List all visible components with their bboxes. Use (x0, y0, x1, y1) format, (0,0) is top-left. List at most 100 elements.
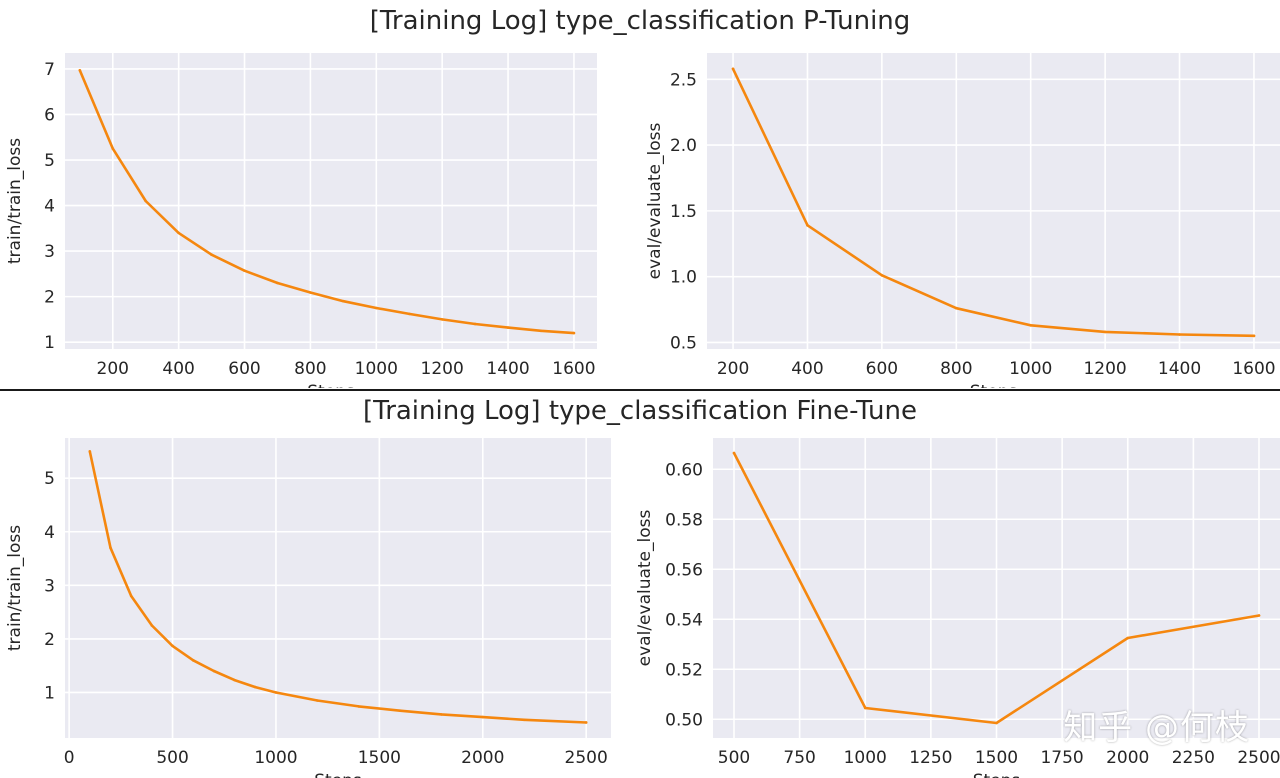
data-point (440, 713, 443, 716)
data-point (731, 67, 735, 71)
chart-pt-eval-svg: 200 400 600 800 1000 1200 1400 1600 0.5 1.0 1.5 2.0… (645, 53, 1280, 388)
data-point (129, 594, 133, 598)
y-axis-label: eval/evaluate_loss (635, 510, 655, 667)
section-divider (0, 389, 1280, 391)
watermark-text: 知乎 @何枝 (1063, 708, 1250, 748)
data-point (539, 329, 543, 333)
x-tick-label: 1500 (358, 748, 401, 768)
data-point (177, 231, 180, 235)
y-tick-label: 6 (44, 105, 55, 125)
y-tick-label: 0.56 (665, 560, 703, 580)
data-point (880, 274, 884, 277)
data-point (233, 678, 236, 682)
x-tick-label: 1750 (1040, 748, 1083, 768)
data-point (150, 624, 154, 627)
data-point (374, 306, 378, 310)
y-tick-label: 2.5 (670, 70, 697, 90)
data-point (732, 451, 736, 455)
x-tick-label: 200 (717, 359, 749, 379)
data-point (357, 705, 360, 708)
data-point (1257, 614, 1261, 617)
y-tick-label: 1.0 (670, 268, 697, 288)
data-point (473, 322, 477, 326)
x-tick-label: 750 (783, 748, 815, 768)
x-tick-label: 1000 (355, 359, 398, 379)
y-tick-label: 0.54 (665, 610, 703, 630)
x-tick-label: 600 (866, 359, 898, 379)
chart-ft-train-svg: 0 500 1000 1500 2000 2500 1 2 3 4 5 Steps train/trai… (5, 438, 611, 778)
data-point (191, 659, 195, 662)
x-tick-label: 1400 (486, 359, 529, 379)
data-point (1103, 330, 1107, 334)
x-tick-label: 1000 (844, 748, 887, 768)
data-point (398, 709, 402, 712)
y-tick-label: 4 (44, 197, 55, 217)
data-point (144, 199, 148, 203)
y-tick-label: 5 (44, 469, 55, 489)
y-tick-label: 1 (44, 683, 55, 703)
y-tick-label: 0.5 (670, 333, 697, 353)
plot-background (65, 438, 611, 738)
y-axis-label: eval/evaluate_loss (645, 123, 665, 280)
y-tick-label: 7 (44, 60, 55, 80)
x-tick-label: 500 (718, 748, 750, 768)
y-tick-label: 5 (44, 151, 55, 171)
data-point (309, 291, 312, 294)
x-tick-label: 1200 (421, 359, 464, 379)
plot-background (707, 53, 1280, 349)
x-tick-label: 200 (97, 359, 129, 379)
data-point (1126, 636, 1130, 640)
x-tick-label: 1000 (1009, 359, 1052, 379)
x-tick-label: 0 (64, 748, 75, 768)
data-point (440, 318, 444, 321)
data-point (210, 253, 213, 257)
x-axis-label: Steps (307, 382, 355, 388)
x-tick-label: 500 (156, 748, 188, 768)
x-axis-label: Steps (970, 382, 1018, 388)
data-point (111, 147, 115, 150)
data-point (863, 706, 867, 710)
series-line (78, 68, 576, 335)
chart-ft-eval: 500 750 1000 1250 1500 1750 2000 2250 2500 0.50 0.… (630, 432, 1280, 778)
x-tick-label: 1600 (1232, 359, 1275, 379)
x-tick-label: 2000 (461, 748, 504, 768)
top-figure-title: [Training Log] type_classification P-Tun… (369, 6, 911, 36)
data-point (276, 281, 279, 285)
x-tick-label: 2250 (1172, 748, 1215, 768)
data-point (212, 669, 216, 673)
data-point (522, 718, 526, 722)
chart-pt-train-svg: 200 400 600 800 1000 1200 1400 1600 1 2 3 4 5 6 7 Steps… (5, 53, 597, 388)
data-point (78, 69, 82, 72)
x-tick-label: 2000 (1106, 748, 1149, 768)
data-point (481, 715, 485, 719)
data-point (954, 306, 958, 310)
data-point (1029, 324, 1033, 327)
data-point (342, 299, 345, 303)
data-point (253, 685, 257, 689)
data-point (407, 312, 411, 316)
chart-ft-train: 0 500 1000 1500 2000 2500 1 2 3 4 5 Steps train/trai… (0, 432, 630, 778)
data-point (572, 331, 576, 335)
x-tick-label: 1400 (1158, 359, 1201, 379)
x-tick-label: 800 (940, 359, 972, 379)
y-tick-label: 0.50 (665, 710, 703, 730)
x-tick-label: 2500 (1237, 748, 1280, 768)
chart-pt-train: 200 400 600 800 1000 1200 1400 1600 1 2 3 4 5 6 7 Steps… (0, 42, 620, 388)
y-tick-label: 0.58 (665, 510, 703, 530)
chart-pt-eval: 200 400 600 800 1000 1200 1400 1600 0.5 1.0 1.5 2.0… (640, 42, 1280, 388)
x-axis-label: Steps (973, 771, 1021, 778)
y-tick-label: 3 (44, 576, 55, 596)
data-point (584, 721, 588, 724)
data-point (316, 699, 319, 702)
data-point (243, 269, 246, 272)
y-tick-label: 4 (44, 523, 55, 543)
bottom-figure-title: [Training Log] type_classification Fine-… (362, 396, 917, 426)
data-point (1178, 333, 1181, 336)
data-point (1252, 334, 1256, 338)
x-tick-label: 600 (228, 359, 260, 379)
chart-ft-eval-svg: 500 750 1000 1250 1500 1750 2000 2250 2500 0.50 0.… (635, 438, 1280, 778)
y-tick-label: 2 (44, 630, 55, 650)
y-tick-label: 1.5 (670, 202, 697, 222)
x-tick-label: 800 (294, 359, 326, 379)
x-tick-label: 1250 (909, 748, 952, 768)
